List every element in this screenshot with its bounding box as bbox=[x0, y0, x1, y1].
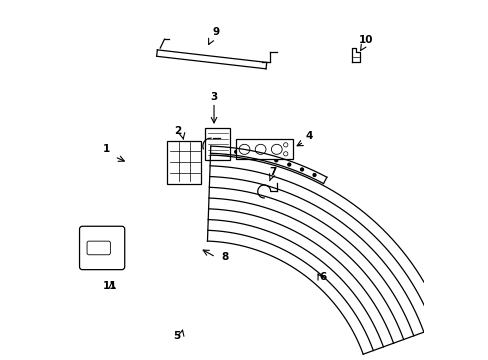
Text: 6: 6 bbox=[319, 273, 326, 282]
Text: 4: 4 bbox=[305, 131, 312, 141]
Ellipse shape bbox=[271, 144, 282, 154]
Ellipse shape bbox=[239, 144, 249, 154]
Text: 7: 7 bbox=[269, 167, 276, 177]
Circle shape bbox=[261, 156, 264, 158]
Circle shape bbox=[287, 163, 290, 166]
Bar bbox=[235, 139, 292, 159]
Text: 11: 11 bbox=[102, 281, 117, 291]
Text: 3: 3 bbox=[210, 92, 217, 102]
Text: 5: 5 bbox=[172, 330, 180, 341]
Text: 1: 1 bbox=[102, 144, 110, 154]
Text: 2: 2 bbox=[174, 126, 182, 136]
Bar bbox=[204, 128, 230, 160]
Circle shape bbox=[248, 153, 251, 156]
Circle shape bbox=[300, 168, 303, 171]
Text: 8: 8 bbox=[221, 252, 228, 262]
Circle shape bbox=[221, 149, 224, 152]
Text: 9: 9 bbox=[212, 27, 219, 37]
Text: 10: 10 bbox=[359, 35, 373, 45]
Circle shape bbox=[274, 159, 277, 162]
Ellipse shape bbox=[255, 144, 265, 154]
FancyBboxPatch shape bbox=[80, 226, 124, 270]
Circle shape bbox=[312, 174, 315, 176]
Circle shape bbox=[234, 150, 237, 153]
Bar bbox=[167, 140, 201, 184]
FancyBboxPatch shape bbox=[87, 241, 110, 255]
